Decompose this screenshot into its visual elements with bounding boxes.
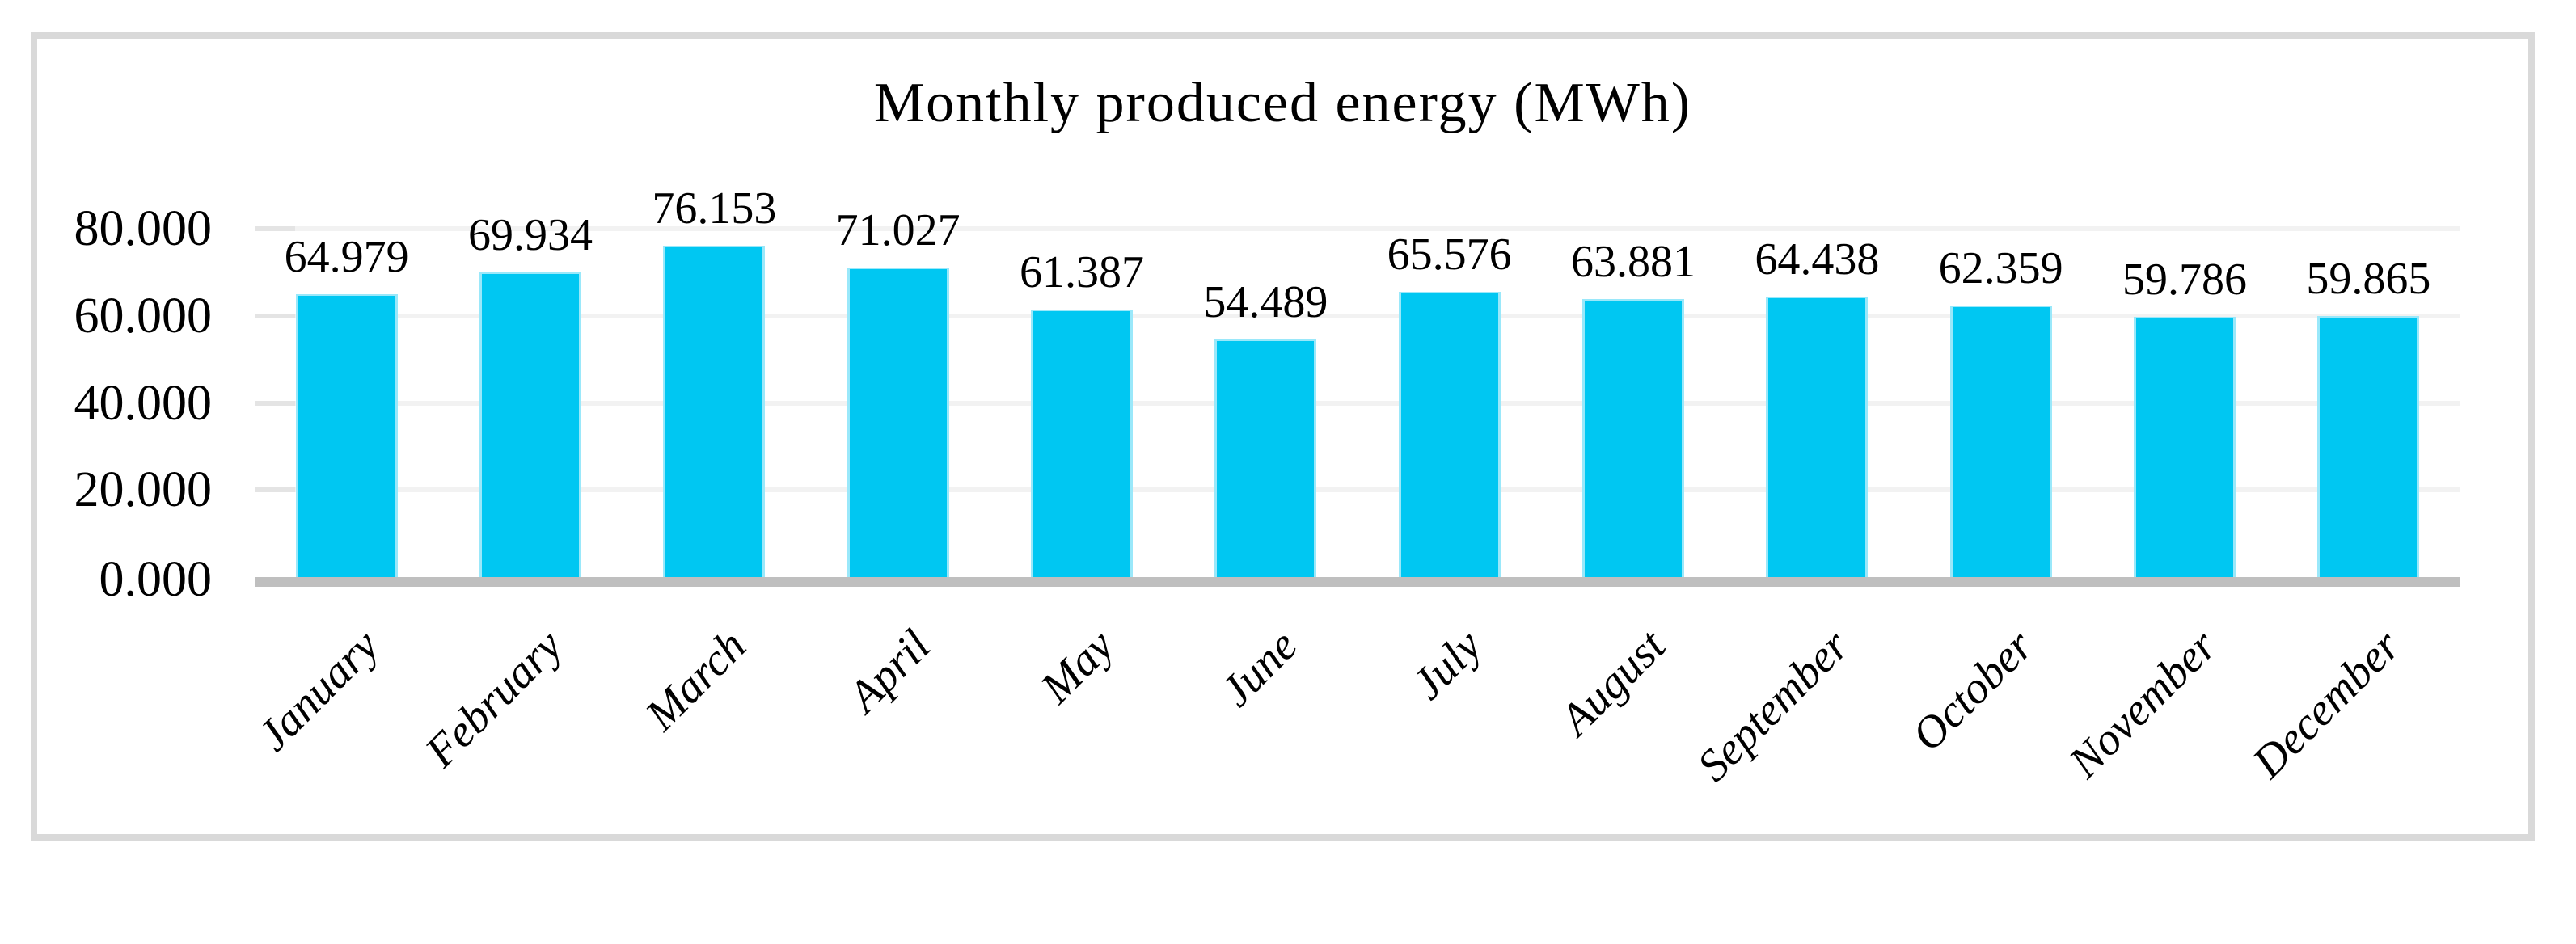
gridline (255, 487, 2460, 493)
value-label-november: 59.786 (2122, 254, 2247, 305)
value-label-june: 54.489 (1203, 277, 1328, 328)
axis-tick (255, 487, 295, 493)
y-axis-label: 40.000 (74, 375, 213, 431)
gridline (255, 400, 2460, 406)
chart-title: Monthly produced energy (MWh) (873, 72, 1692, 134)
value-label-february: 69.934 (468, 210, 593, 261)
bar-october (1949, 306, 2052, 577)
y-axis-label: 80.000 (74, 201, 213, 256)
gridline (255, 313, 2460, 318)
value-label-september: 64.438 (1755, 234, 1880, 284)
bar-june (1214, 339, 1317, 577)
value-label-march: 76.153 (652, 183, 777, 234)
bar-november (2134, 316, 2236, 577)
bar-march (663, 245, 766, 577)
axis-tick (255, 313, 295, 318)
y-axis-label: 0.000 (99, 552, 213, 607)
chart-root: Monthly produced energy (MWh) 0.000 20.00… (31, 32, 2535, 841)
bar-april (847, 268, 949, 577)
axis-tick (255, 400, 295, 406)
value-label-april: 71.027 (835, 205, 961, 256)
bar-august (1582, 298, 1684, 577)
y-axis-label: 20.000 (74, 462, 213, 518)
y-axis-label: 60.000 (74, 288, 213, 343)
bar-july (1398, 291, 1501, 577)
bar-february (479, 272, 581, 577)
axis-tick (255, 226, 295, 231)
value-label-october: 62.359 (1938, 243, 2063, 294)
bar-september (1766, 296, 1869, 577)
value-label-may: 61.387 (1020, 247, 1144, 298)
value-label-august: 63.881 (1571, 236, 1696, 287)
value-label-december: 59.865 (2306, 254, 2431, 305)
x-axis-baseline (255, 577, 2460, 587)
bar-january (295, 293, 398, 577)
value-label-january: 64.979 (284, 231, 409, 282)
bar-december (2317, 316, 2420, 577)
bar-may (1031, 310, 1133, 577)
gridline (255, 226, 2460, 231)
value-label-july: 65.576 (1387, 229, 1512, 280)
